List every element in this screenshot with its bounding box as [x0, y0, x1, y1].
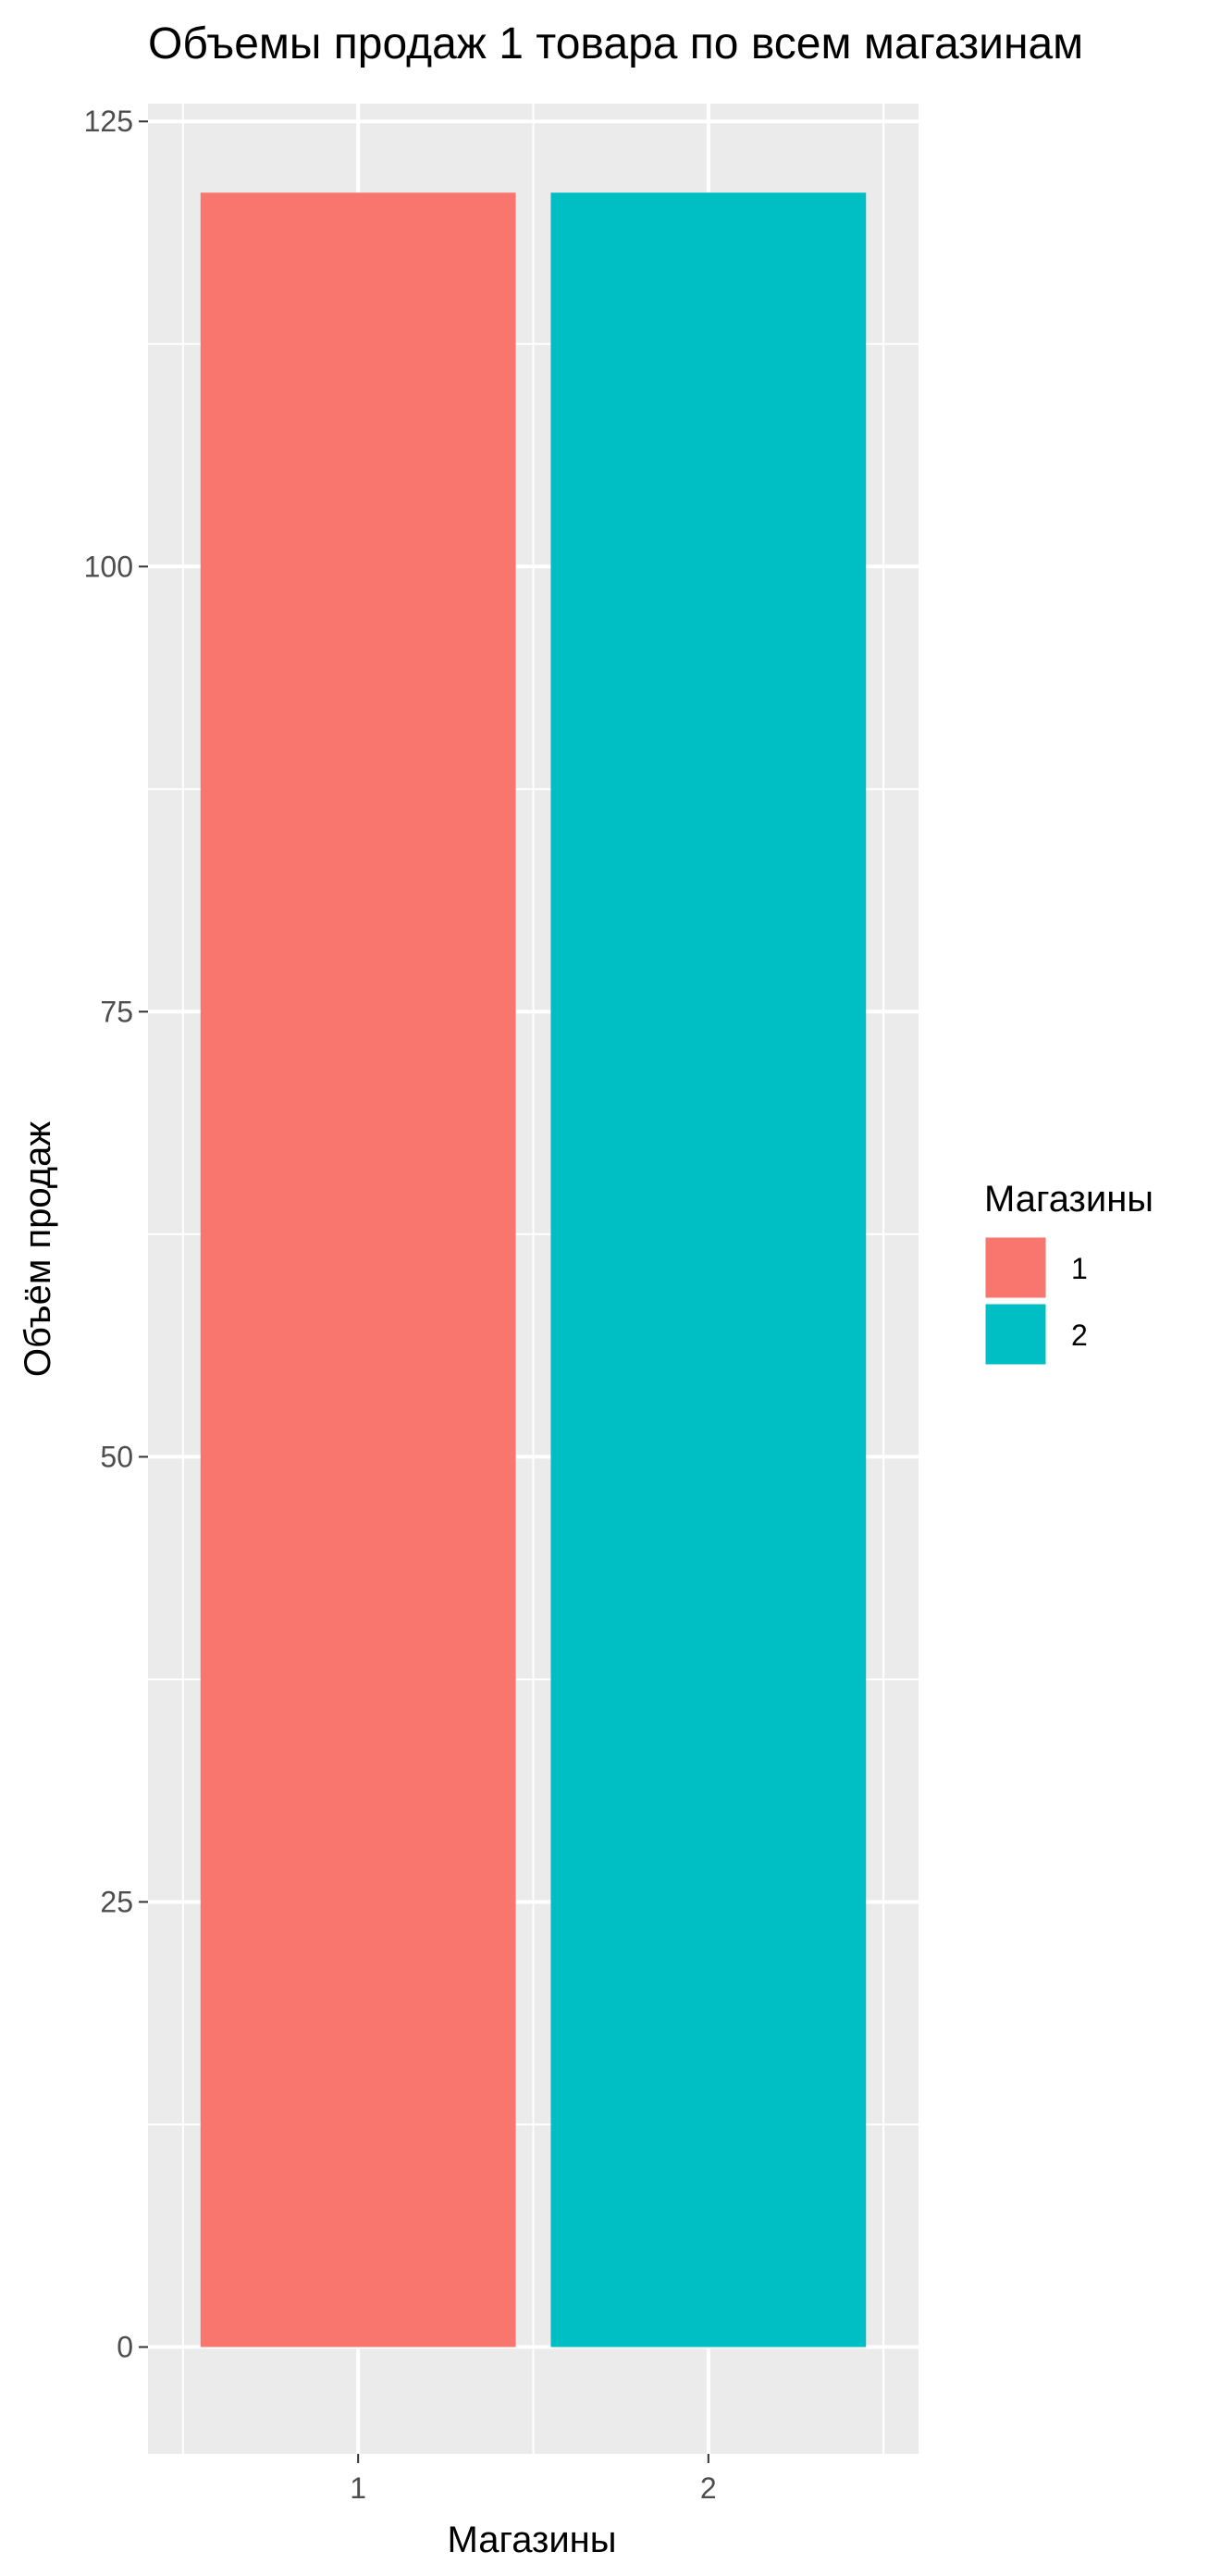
y-tick-label: 0	[117, 2331, 133, 2364]
y-tick-label: 75	[100, 995, 133, 1028]
chart-title: Объемы продаж 1 товара по всем магазинам	[148, 19, 1083, 68]
y-axis: 0 25 50 75 100 125	[84, 105, 148, 2364]
bars	[200, 192, 867, 2347]
x-axis-label: Магазины	[447, 2520, 616, 2560]
legend-items: 12	[982, 1234, 1088, 1368]
x-tick-label: 1	[350, 2471, 366, 2505]
y-tick-label: 100	[84, 550, 133, 583]
y-tick-label: 50	[100, 1440, 133, 1473]
legend-key-1	[982, 1234, 1049, 1301]
legend-title: Магазины	[984, 1179, 1153, 1220]
y-tick-label: 25	[100, 1885, 133, 1918]
bar-store-2	[550, 192, 867, 2347]
x-tick-label: 2	[700, 2471, 717, 2505]
legend-key-2	[982, 1301, 1049, 1368]
legend-label-2: 2	[1071, 1319, 1088, 1352]
y-axis-label: Объём продаж	[18, 1121, 58, 1377]
legend: Магазины 12	[982, 1179, 1153, 1368]
bar-store-1	[200, 192, 516, 2347]
legend-label-1: 1	[1071, 1252, 1088, 1285]
y-tick-label: 125	[84, 105, 133, 138]
